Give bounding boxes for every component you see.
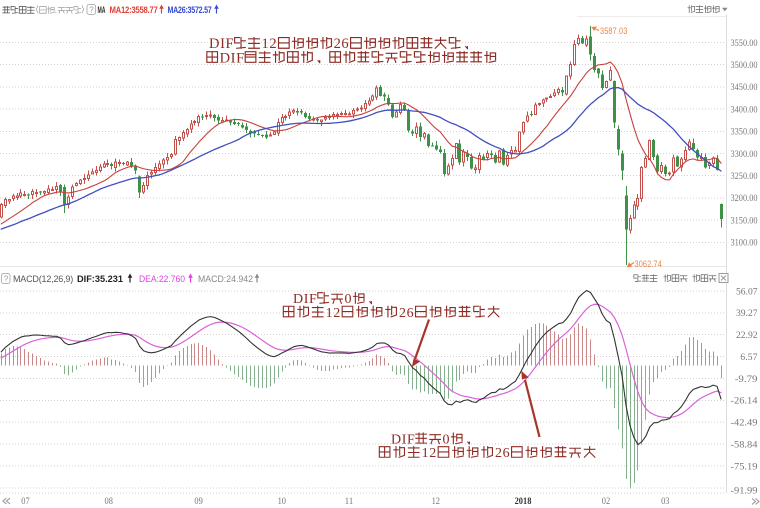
svg-text:DIF: DIF — [391, 433, 415, 448]
svg-text:08: 08 — [105, 496, 114, 507]
svg-text:3150.00: 3150.00 — [731, 215, 758, 226]
svg-text:3300.00: 3300.00 — [731, 149, 758, 160]
svg-text:09: 09 — [194, 496, 203, 507]
svg-text:DIF: DIF — [220, 50, 245, 66]
svg-text:39.27: 39.27 — [736, 308, 758, 319]
svg-text:-9.79: -9.79 — [735, 374, 758, 385]
svg-text:26: 26 — [495, 446, 510, 461]
svg-text:56.07: 56.07 — [736, 286, 758, 297]
svg-text:26: 26 — [334, 36, 350, 52]
svg-text:11: 11 — [345, 496, 354, 507]
svg-text:3250.00: 3250.00 — [731, 171, 758, 182]
svg-text:07: 07 — [21, 496, 30, 507]
svg-text:MACD(12,26,9): MACD(12,26,9) — [13, 274, 73, 284]
svg-text:?: ? — [89, 6, 94, 15]
svg-text:-75.19: -75.19 — [731, 461, 758, 472]
svg-text:.: . — [55, 5, 57, 15]
svg-text:DIF: DIF — [209, 36, 234, 52]
svg-text:6.57: 6.57 — [740, 352, 757, 363]
svg-text:-58.84: -58.84 — [731, 439, 758, 450]
svg-text:12: 12 — [261, 36, 277, 52]
svg-text:12: 12 — [422, 446, 437, 461]
svg-text:-42.49: -42.49 — [731, 418, 758, 429]
svg-text:MA26:3572.57: MA26:3572.57 — [168, 5, 212, 15]
svg-text:3200.00: 3200.00 — [731, 193, 758, 204]
svg-text:DIF:35.231: DIF:35.231 — [77, 274, 123, 284]
svg-text:3400.00: 3400.00 — [731, 104, 758, 115]
svg-text:22.92: 22.92 — [736, 330, 758, 341]
svg-text:DIF: DIF — [293, 292, 317, 307]
svg-text:3100.00: 3100.00 — [731, 238, 758, 249]
svg-text:3500.00: 3500.00 — [731, 60, 758, 71]
svg-text:10: 10 — [278, 496, 287, 507]
svg-text:3350.00: 3350.00 — [731, 127, 758, 138]
svg-text:12: 12 — [432, 496, 441, 507]
svg-text:26: 26 — [399, 306, 414, 321]
svg-text:2018: 2018 — [515, 496, 532, 507]
svg-text:MA12:3558.77: MA12:3558.77 — [110, 5, 158, 15]
svg-text:0: 0 — [443, 433, 451, 448]
svg-text:3062.74: 3062.74 — [635, 259, 663, 269]
svg-text:MA: MA — [98, 5, 106, 15]
svg-text:12: 12 — [326, 306, 341, 321]
svg-text:3550.00: 3550.00 — [731, 38, 758, 49]
svg-text:02: 02 — [602, 496, 611, 507]
svg-text:MACD:24.942: MACD:24.942 — [198, 274, 253, 284]
svg-text:-91.99: -91.99 — [731, 485, 758, 496]
svg-text:-26.14: -26.14 — [731, 396, 758, 407]
svg-text:?: ? — [4, 275, 9, 284]
svg-text:3450.00: 3450.00 — [731, 82, 758, 93]
svg-text:3587.03: 3587.03 — [600, 26, 628, 36]
svg-text:03: 03 — [661, 496, 670, 507]
svg-text:DEA:22.760: DEA:22.760 — [139, 274, 185, 284]
svg-text:0: 0 — [345, 292, 353, 307]
